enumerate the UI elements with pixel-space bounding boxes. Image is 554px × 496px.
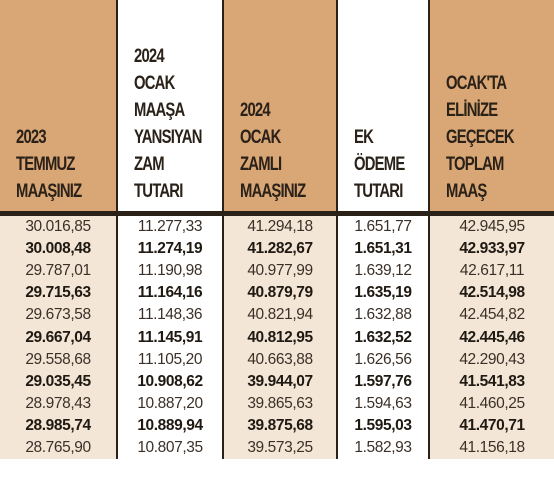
cell-total-salary: 41.541,83	[429, 370, 554, 393]
cell-total-salary: 41.460,25	[429, 392, 554, 415]
table-row: 28.978,43 10.887,20 39.865,63 1.594,63 41.46…	[0, 392, 554, 415]
cell-total-salary: 42.445,46	[429, 326, 554, 349]
cell-raised-salary: 39.865,63	[223, 392, 338, 415]
cell-extra-payment: 1.594,63	[337, 392, 430, 415]
table-row: 29.558,68 11.105,20 40.663,88 1.626,56 42.29…	[0, 348, 554, 371]
header-total-salary: OCAK'TA ELİNİZE GEÇECEK TOPLAM MAAŞ	[429, 0, 554, 211]
cell-total-salary: 41.156,18	[429, 436, 554, 460]
table-header: 2023 TEMMUZ MAAŞINIZ 2024 OCAK MAAŞA YANSIYAN…	[0, 0, 554, 211]
cell-raise-amount: 11.164,16	[117, 282, 224, 305]
cell-july-2023-salary: 28.978,43	[0, 392, 118, 415]
salary-table: 2023 TEMMUZ MAAŞINIZ 2024 OCAK MAAŞA YANSIYAN…	[0, 0, 554, 460]
cell-total-salary: 42.933,97	[429, 238, 554, 261]
cell-extra-payment: 1.632,52	[337, 326, 430, 349]
cell-july-2023-salary: 28.985,74	[0, 414, 118, 437]
cell-raise-amount: 11.145,91	[117, 326, 224, 349]
header-extra-payment: EK ÖDEME TUTARI	[337, 0, 430, 211]
cell-total-salary: 41.470,71	[429, 414, 554, 437]
cell-july-2023-salary: 29.667,04	[0, 326, 118, 349]
table-row: 29.715,63 11.164,16 40.879,79 1.635,19 42.51…	[0, 282, 554, 305]
cell-extra-payment: 1.635,19	[337, 282, 430, 305]
cell-raised-salary: 40.879,79	[223, 282, 338, 305]
table-row: 28.985,74 10.889,94 39.875,68 1.595,03 41.47…	[0, 414, 554, 437]
cell-raise-amount: 10.889,94	[117, 414, 224, 437]
cell-raised-salary: 39.944,07	[223, 370, 338, 393]
header-raise-amount: 2024 OCAK MAAŞA YANSIYAN ZAM TUTARI	[117, 0, 224, 211]
cell-extra-payment: 1.597,76	[337, 370, 430, 393]
cell-total-salary: 42.290,43	[429, 348, 554, 371]
cell-extra-payment: 1.651,77	[337, 216, 430, 239]
cell-extra-payment: 1.582,93	[337, 436, 430, 460]
cell-raise-amount: 10.807,35	[117, 436, 224, 460]
cell-total-salary: 42.945,95	[429, 216, 554, 239]
table-row: 29.787,01 11.190,98 40.977,99 1.639,12 42.61…	[0, 260, 554, 283]
table-row: 30.008,48 11.274,19 41.282,67 1.651,31 42.93…	[0, 238, 554, 261]
cell-july-2023-salary: 29.673,58	[0, 304, 118, 327]
cell-raise-amount: 11.277,33	[117, 216, 224, 239]
table-row: 30.016,85 11.277,33 41.294,18 1.651,77 42.94…	[0, 216, 554, 239]
header-raised-salary: 2024 OCAK ZAMLI MAAŞINIZ	[223, 0, 338, 211]
table-row: 29.667,04 11.145,91 40.812,95 1.632,52 42.44…	[0, 326, 554, 349]
cell-raise-amount: 10.887,20	[117, 392, 224, 415]
cell-raised-salary: 40.821,94	[223, 304, 338, 327]
cell-extra-payment: 1.595,03	[337, 414, 430, 437]
cell-raise-amount: 11.274,19	[117, 238, 224, 261]
table-row: 28.765,90 10.807,35 39.573,25 1.582,93 41.15…	[0, 436, 554, 460]
table-row: 29.035,45 10.908,62 39.944,07 1.597,76 41.54…	[0, 370, 554, 393]
table-row: 29.673,58 11.148,36 40.821,94 1.632,88 42.45…	[0, 304, 554, 327]
cell-total-salary: 42.617,11	[429, 260, 554, 283]
cell-raise-amount: 11.190,98	[117, 260, 224, 283]
cell-raised-salary: 40.812,95	[223, 326, 338, 349]
cell-extra-payment: 1.639,12	[337, 260, 430, 283]
cell-raised-salary: 40.663,88	[223, 348, 338, 371]
cell-extra-payment: 1.651,31	[337, 238, 430, 261]
cell-raise-amount: 11.148,36	[117, 304, 224, 327]
cell-july-2023-salary: 30.008,48	[0, 238, 118, 261]
cell-july-2023-salary: 30.016,85	[0, 216, 118, 239]
cell-raised-salary: 39.875,68	[223, 414, 338, 437]
cell-july-2023-salary: 29.558,68	[0, 348, 118, 371]
cell-raised-salary: 40.977,99	[223, 260, 338, 283]
cell-raise-amount: 10.908,62	[117, 370, 224, 393]
cell-total-salary: 42.514,98	[429, 282, 554, 305]
table-body: 30.016,85 11.277,33 41.294,18 1.651,77 42.94…	[0, 211, 554, 460]
cell-july-2023-salary: 29.715,63	[0, 282, 118, 305]
cell-extra-payment: 1.626,56	[337, 348, 430, 371]
cell-july-2023-salary: 29.035,45	[0, 370, 118, 393]
header-row: 2023 TEMMUZ MAAŞINIZ 2024 OCAK MAAŞA YANSIYAN…	[0, 0, 554, 211]
header-july-2023-salary: 2023 TEMMUZ MAAŞINIZ	[0, 0, 118, 211]
cell-raise-amount: 11.105,20	[117, 348, 224, 371]
cell-raised-salary: 39.573,25	[223, 436, 338, 460]
cell-total-salary: 42.454,82	[429, 304, 554, 327]
header-divider	[0, 211, 554, 216]
cell-raised-salary: 41.294,18	[223, 216, 338, 239]
cell-raised-salary: 41.282,67	[223, 238, 338, 261]
cell-july-2023-salary: 28.765,90	[0, 436, 118, 460]
cell-july-2023-salary: 29.787,01	[0, 260, 118, 283]
cell-extra-payment: 1.632,88	[337, 304, 430, 327]
